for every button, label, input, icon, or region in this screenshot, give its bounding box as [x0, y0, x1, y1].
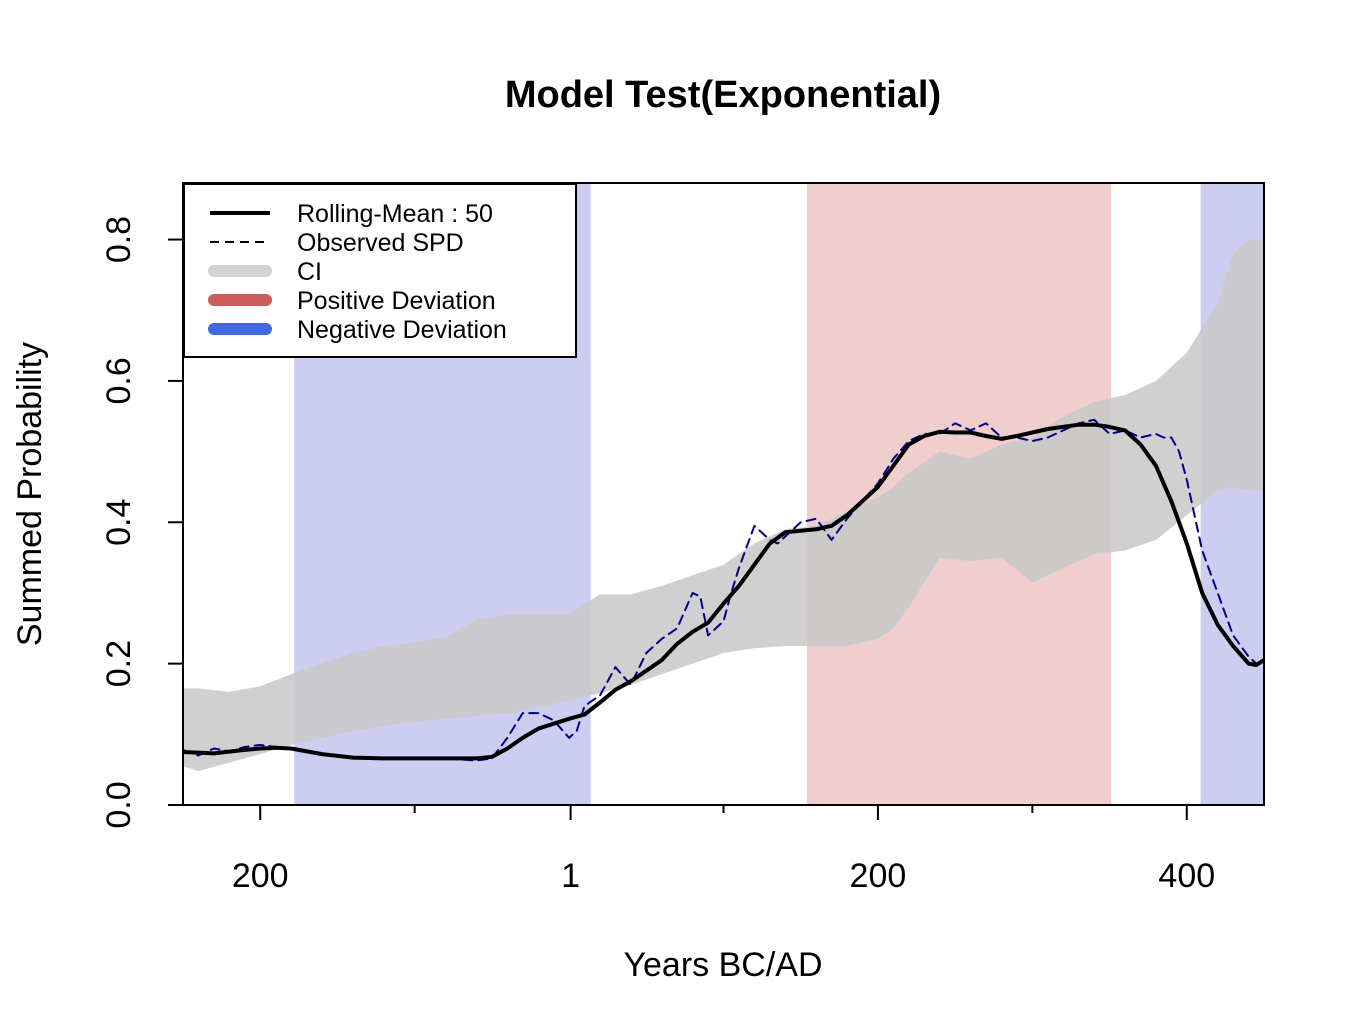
x-tick-label-2: 1: [561, 857, 580, 895]
series-layer: [183, 418, 1264, 762]
observed-spd-line: [183, 418, 1264, 762]
x-tick-label-1: 200: [232, 857, 289, 895]
y-tick-label-2: 0.2: [100, 640, 138, 687]
x-axis-label: Years BC/AD: [623, 946, 822, 984]
chart-title: Model Test(Exponential): [505, 74, 941, 116]
legend-label-4: Positive Deviation: [297, 287, 496, 315]
y-tick-label-1: 0.0: [100, 781, 138, 828]
legend-label-2: Observed SPD: [297, 229, 464, 257]
ci-band-layer: [183, 239, 1264, 772]
ci-band: [183, 239, 1264, 772]
rolling-mean-line: [183, 422, 1264, 761]
legend-label-1: Rolling-Mean : 50: [297, 200, 493, 228]
x-axis: 200 1 200 400: [232, 804, 1215, 895]
legend-label-3: CI: [297, 258, 322, 286]
x-tick-label-4: 400: [1158, 857, 1215, 895]
y-tick-label-5: 0.8: [100, 216, 138, 263]
y-axis: 0.0 0.2 0.4 0.6 0.8: [100, 216, 184, 829]
y-axis-label: Summed Probability: [11, 342, 49, 646]
legend-label-5: Negative Deviation: [297, 316, 507, 344]
y-tick-label-4: 0.6: [100, 357, 138, 404]
y-tick-label-3: 0.4: [100, 499, 138, 546]
x-tick-label-3: 200: [850, 857, 907, 895]
